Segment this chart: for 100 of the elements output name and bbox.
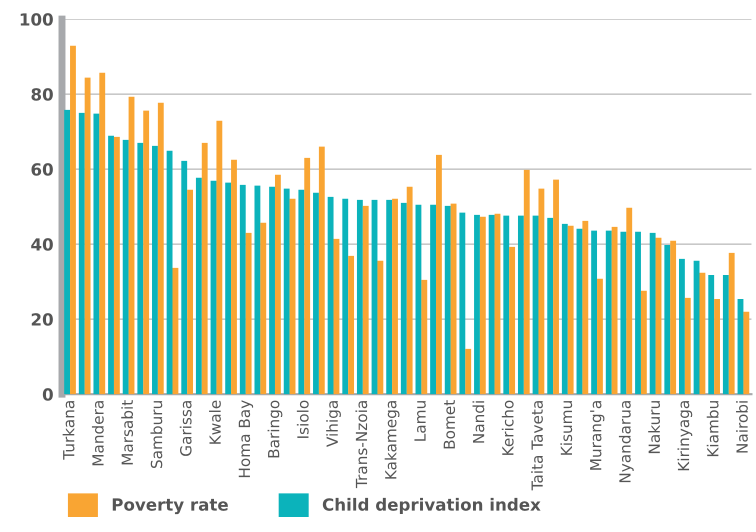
bar	[606, 230, 612, 394]
bar	[421, 280, 428, 394]
bar	[93, 114, 100, 394]
bar	[699, 272, 706, 394]
bar	[562, 224, 568, 394]
bar	[494, 214, 500, 394]
x-tick-label: Turkana	[62, 401, 74, 460]
bar	[196, 178, 202, 394]
bar	[216, 120, 222, 394]
x-tick-label: Nandi	[472, 401, 484, 443]
bar	[334, 238, 340, 394]
x-tick-label: Kericho	[502, 400, 514, 455]
bar	[640, 290, 647, 394]
bar	[416, 204, 422, 394]
x-tick-label: Lamu	[414, 401, 426, 441]
x-tick-label: Garissa	[180, 401, 192, 456]
x-tick-label: Nairobi	[736, 401, 748, 453]
legend-label: Poverty rate	[112, 498, 228, 514]
bar	[274, 174, 281, 394]
bar	[650, 232, 656, 394]
x-tick-label: Bomet	[444, 400, 456, 448]
bar	[714, 298, 720, 394]
bar	[225, 182, 232, 394]
bar	[78, 112, 85, 394]
bar	[459, 212, 466, 394]
bar	[377, 260, 384, 394]
bar	[328, 196, 334, 394]
x-tick-label: Mandera	[92, 401, 104, 466]
bar	[738, 298, 744, 394]
bar	[450, 204, 456, 394]
bar	[108, 136, 114, 394]
y-tick-label: 0	[42, 388, 53, 401]
bar	[406, 186, 413, 394]
bar	[547, 218, 554, 394]
bar	[386, 200, 392, 394]
bar	[582, 220, 588, 394]
bar	[152, 146, 158, 394]
x-tick-label: Nakuru	[648, 401, 660, 454]
y-tick-label: 80	[31, 88, 53, 101]
bar	[313, 192, 319, 394]
bar	[553, 180, 559, 394]
bar	[576, 228, 582, 394]
y-tick-label: 40	[31, 238, 53, 251]
x-tick-label: Kirinyaga	[677, 401, 692, 470]
x-tick-label: Isiolo	[296, 400, 309, 438]
x-tick-label: Kwale	[209, 400, 221, 444]
x-tick-label: Murang'a	[590, 401, 604, 470]
bar	[290, 198, 296, 394]
bar	[538, 188, 544, 394]
bar	[670, 240, 676, 394]
bar	[254, 186, 260, 394]
bar	[372, 200, 378, 394]
bar	[679, 258, 685, 394]
bar	[743, 312, 750, 394]
bar	[503, 216, 510, 394]
bar	[304, 158, 310, 394]
bar	[444, 206, 451, 394]
bar	[143, 110, 150, 394]
bar	[591, 230, 598, 394]
x-tick-label: Kiambu	[706, 401, 719, 456]
bar	[722, 274, 729, 394]
bar	[342, 198, 348, 394]
bar	[465, 348, 472, 394]
bar	[664, 244, 670, 394]
bar	[166, 150, 173, 394]
bar	[532, 216, 538, 394]
bar	[70, 46, 76, 394]
bar	[656, 238, 662, 394]
x-tick-label: Kakamega	[384, 401, 400, 479]
bar	[269, 186, 275, 394]
x-tick-label: Kisumu	[560, 401, 572, 455]
bar	[246, 232, 252, 394]
y-tick-label: 60	[32, 163, 53, 176]
y-tick-label: 100	[20, 13, 53, 26]
bar	[728, 252, 735, 394]
bar	[114, 136, 120, 394]
bar	[620, 232, 626, 394]
bar	[187, 190, 194, 394]
x-tick-label: Trans-Nzoia	[355, 401, 368, 488]
bar	[298, 190, 304, 394]
bar	[480, 216, 486, 394]
bar	[509, 246, 516, 394]
bar	[137, 142, 144, 394]
bar	[356, 200, 363, 394]
bar	[626, 208, 632, 394]
bar	[99, 72, 106, 394]
bar	[597, 278, 603, 394]
bar	[84, 78, 91, 394]
y-tick-label: 20	[32, 313, 53, 326]
bar	[568, 226, 574, 394]
legend-label: Child deprivation index	[322, 498, 541, 514]
x-tick-label: Vihiga	[326, 401, 341, 447]
bar	[474, 214, 480, 394]
bar	[430, 204, 436, 394]
x-tick-label: Taita Taveta	[531, 401, 543, 490]
bar	[318, 146, 325, 394]
bar	[202, 142, 208, 394]
bar	[240, 184, 246, 394]
bar	[284, 188, 290, 394]
bar	[708, 274, 714, 394]
